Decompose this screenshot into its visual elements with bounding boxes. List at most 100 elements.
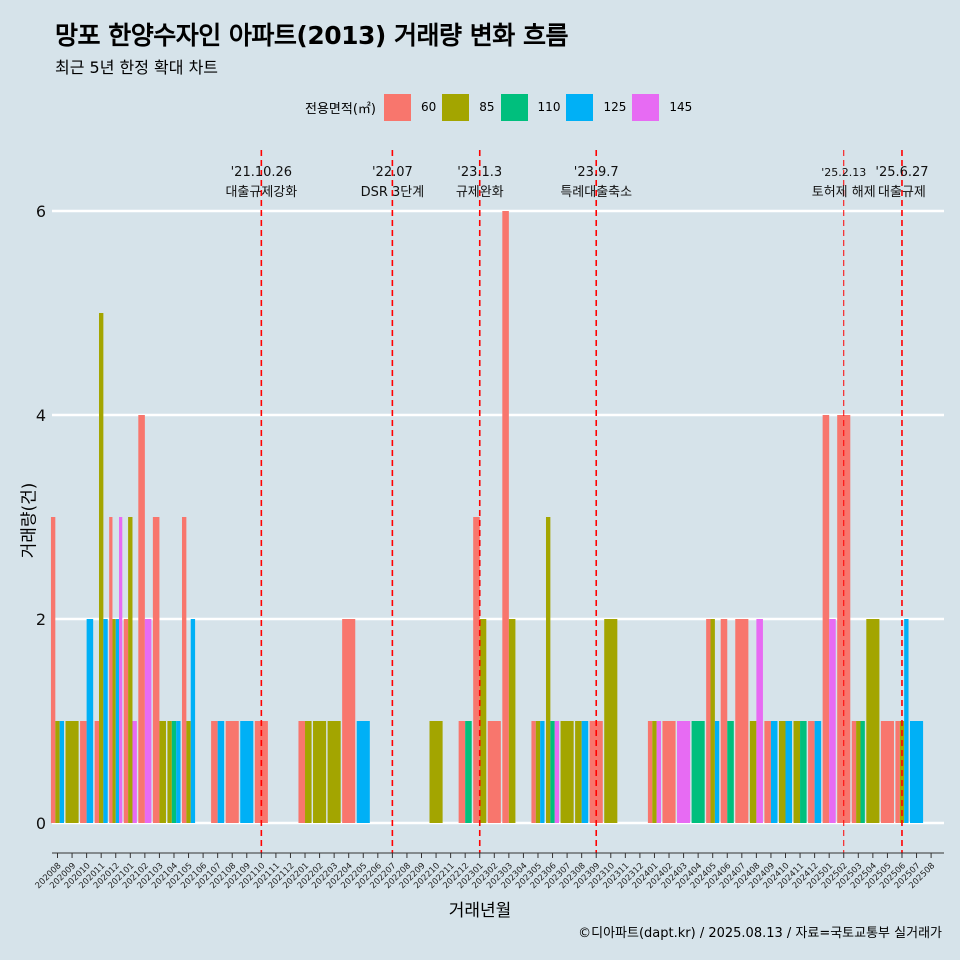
bar-85-202307 [560,721,574,823]
bar-125-202109 [240,721,254,823]
event-label: 토허제 해제 [812,185,876,200]
event-label: 대출규제강화 [225,185,297,200]
bar-85-202305 [535,721,541,823]
bar-60-202412 [808,721,815,823]
event-label: 특례대출축소 [560,185,632,200]
legend-swatch [442,93,470,121]
bar-145-202012 [119,517,123,823]
bar-85-202301 [479,619,487,823]
bar-85-202008 [55,721,60,823]
bar-60-202010 [80,721,87,823]
source-caption: ©디아파트(dapt.kr) / 2025.08.13 / 자료=국토교통부 실… [578,926,942,941]
event-date: '23.9.7 [574,165,619,180]
bar-125-202405 [714,721,720,823]
bar-60-202402 [662,721,676,823]
bar-60-202101 [123,619,129,823]
bar-60-202305 [531,721,536,823]
event-label: DSR 3단계 [361,185,425,200]
legend-label: 125 [603,100,627,114]
bar-85-202201 [305,721,312,823]
event-date: '22.07 [372,165,413,180]
chart-title: 망포 한양수자인 아파트(2013) 거래량 변화 흐름 [55,21,568,50]
y-tick-label: 2 [36,610,46,629]
bar-125-202409 [770,721,778,823]
bar-60-202401 [647,721,653,823]
bar-125-202010 [86,619,94,823]
event-date: '23.1.3 [457,165,502,180]
bar-85-202308 [575,721,582,823]
event-date: '25.2.13 [821,166,866,179]
bar-60-202302 [487,721,501,823]
bar-110-202406 [727,721,734,823]
bar-60-202008 [50,517,56,823]
bar-85-202504 [866,619,880,823]
bar-85-202411 [793,721,801,823]
legend-label: 110 [537,100,561,114]
bar-85-202103 [159,721,166,823]
bar-60-202502 [837,415,851,823]
bar-60-202303 [502,211,509,823]
bar-60-202505 [880,721,894,823]
bar-125-202011 [103,619,108,823]
bar-125-202107 [217,721,225,823]
legend-swatch [383,93,411,121]
legend-item-110: 110 [500,93,561,121]
y-tick-label: 6 [36,202,46,221]
event-label: 규제완화 [456,185,504,200]
bar-85-202009 [65,721,79,823]
bar-60-202011 [94,721,99,823]
legend-item-125: 125 [566,93,627,121]
bar-85-202401 [652,721,657,823]
bar-125-202205 [356,721,370,823]
x-axis-title: 거래년월 [448,901,512,921]
bar-125-202012 [115,619,120,823]
bar-85-202503 [856,721,861,823]
event-date: '21.10.26 [231,165,292,180]
legend-swatch [632,93,660,121]
bar-145-202401 [656,721,662,823]
bar-60-202503 [851,721,857,823]
bar-125-202308 [581,721,589,823]
bar-60-202105 [181,517,187,823]
legend-item-145: 145 [632,93,692,121]
bar-85-202303 [508,619,516,823]
bar-125-202104 [176,721,181,823]
bar-125-202008 [59,721,65,823]
bar-110-202306 [550,721,555,823]
bar-60-202108 [225,721,239,823]
bar-85-202410 [778,721,786,823]
bar-85-202306 [545,517,551,823]
bar-85-202202 [313,721,327,823]
legend-item-60: 60 [383,93,437,121]
bar-60-202501 [822,415,830,823]
bar-85-202105 [186,721,191,823]
bar-60-202301 [473,517,480,823]
bar-85-202101 [128,517,133,823]
bar-145-202403 [677,721,691,823]
bar-60-202406 [720,619,728,823]
legend-title: 전용면적(㎡) [305,101,376,117]
bar-145-202306 [554,721,560,823]
legend: 전용면적(㎡) 60 85 110 125 145 [305,93,698,121]
bar-60-202201 [298,721,306,823]
bar-125-202506 [904,619,909,823]
legend-label: 60 [420,100,437,114]
event-date: '25.6.27 [875,165,928,180]
bar-85-202310 [604,619,618,823]
chart-subtitle: 최근 5년 한정 확대 차트 [55,58,219,77]
bar-145-202102 [144,619,152,823]
bar-145-202408 [756,619,763,823]
bar-60-202407 [735,619,749,823]
bar-60-202107 [211,721,218,823]
bar-60-202102 [138,415,145,823]
bar-125-202412 [814,721,822,823]
bar-85-202408 [749,721,757,823]
bar-110-202104 [171,721,177,823]
bar-85-202012 [112,619,116,823]
bar-85-202011 [98,313,104,823]
bar-60-202506 [895,721,900,823]
bar-110-202404 [691,721,705,823]
bar-110-202212 [465,721,472,823]
bar-60-202012 [109,517,113,823]
